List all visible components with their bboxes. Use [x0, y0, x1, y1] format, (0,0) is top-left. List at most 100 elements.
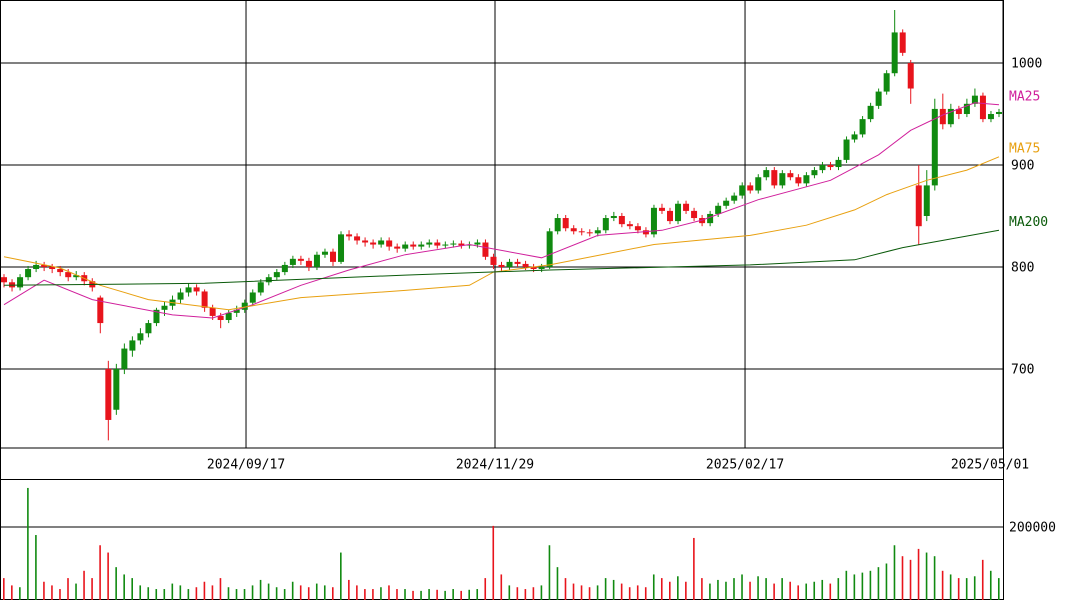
volume-bar [380, 587, 382, 600]
volume-bar [660, 578, 663, 600]
candle-body [458, 243, 465, 246]
volume-bar [107, 552, 109, 600]
volume-bar [572, 583, 575, 600]
legend-label: MA200 [1009, 215, 1048, 230]
volume-bar [917, 548, 920, 600]
candle-body [257, 282, 264, 293]
volume-bar [925, 552, 928, 600]
volume-bar [877, 567, 880, 600]
volume-bar [516, 587, 519, 600]
x-tick-label: 2024/09/17 [207, 458, 285, 473]
candle-body [273, 272, 280, 278]
y-tick-label: 700 [1011, 362, 1034, 377]
volume-bar [564, 578, 567, 600]
x-tick-label: 2025/05/01 [951, 458, 1029, 473]
volume-bar [412, 590, 414, 600]
candle-body [442, 244, 449, 246]
volume-bar [227, 587, 230, 600]
candle-body [97, 297, 104, 324]
volume-bar [444, 590, 446, 600]
candle-body [538, 266, 545, 270]
volume-bar [91, 578, 93, 600]
volume-bar [372, 589, 374, 600]
candle-body [482, 242, 489, 257]
volume-bar [259, 579, 262, 600]
volume-bar [163, 589, 166, 600]
volume-bar [941, 570, 944, 600]
candle-body [987, 114, 994, 120]
volume-bar [717, 579, 719, 600]
volume-bar [436, 589, 438, 600]
candle-body [241, 302, 248, 310]
volume-bar [460, 590, 462, 600]
candle-body [297, 258, 304, 261]
y-tick-label: 800 [1011, 260, 1034, 275]
candle-body [474, 242, 481, 245]
candle-body [755, 177, 762, 191]
volume-bar [733, 578, 735, 600]
volume-bar [428, 589, 430, 600]
candle-body [265, 277, 272, 283]
candle-body [683, 203, 690, 211]
volume-bar [741, 574, 743, 600]
candle-body [49, 266, 56, 270]
candle-body [979, 95, 986, 120]
volume-bar [532, 587, 535, 600]
volume-bar [933, 556, 936, 600]
candle-body [362, 240, 369, 243]
candle-body [915, 185, 922, 227]
candle-body [923, 185, 930, 216]
candle-body [691, 210, 698, 219]
volume-bar [67, 578, 69, 600]
volume-bar [685, 581, 687, 600]
volume-bar [396, 589, 398, 600]
volume-bar [693, 537, 695, 600]
candle-body [667, 210, 674, 222]
y-tick-label: 1000 [1011, 57, 1042, 72]
volume-bar [235, 589, 238, 600]
volume-bar [452, 589, 454, 600]
candle-body [570, 228, 577, 232]
volume-bar [749, 581, 751, 600]
volume-bar [307, 587, 310, 600]
candle-body [105, 368, 112, 420]
volume-bar [75, 583, 77, 600]
x-tick-label: 2024/11/29 [456, 458, 534, 473]
volume-bar [123, 574, 125, 600]
candle-body [153, 309, 160, 324]
candle-body [594, 230, 601, 234]
volume-bar [476, 589, 479, 600]
candle-body [971, 95, 978, 104]
candle-body [41, 264, 48, 267]
volume-bar [669, 581, 671, 600]
volume-bar [540, 585, 543, 600]
volume-bar [957, 578, 960, 600]
candle-body [835, 159, 842, 168]
volume-bar [805, 583, 808, 600]
candle-body [763, 170, 770, 178]
volume-bar [997, 578, 1000, 600]
candle-body [963, 103, 970, 115]
moving-average-line [3, 102, 1000, 319]
volume-bar [187, 589, 190, 600]
y-tick-label: 200000 [1009, 521, 1056, 536]
volume-bar [869, 570, 872, 600]
volume-bar [845, 570, 848, 600]
candle-body [121, 348, 128, 369]
candle-body [723, 200, 730, 206]
candle-body [859, 119, 866, 135]
candle-body [426, 242, 433, 245]
candle-body [338, 234, 345, 262]
volume-bar [35, 535, 37, 600]
volume-bar [468, 589, 471, 600]
candle-body [281, 264, 288, 273]
volume-bar [580, 585, 583, 600]
candle-body [137, 333, 144, 341]
volume-bar [861, 572, 864, 600]
candle-body [386, 240, 393, 247]
candle-body [249, 292, 256, 303]
candle-body [947, 108, 954, 125]
candle-body [530, 266, 537, 270]
volume-bar [677, 576, 679, 600]
